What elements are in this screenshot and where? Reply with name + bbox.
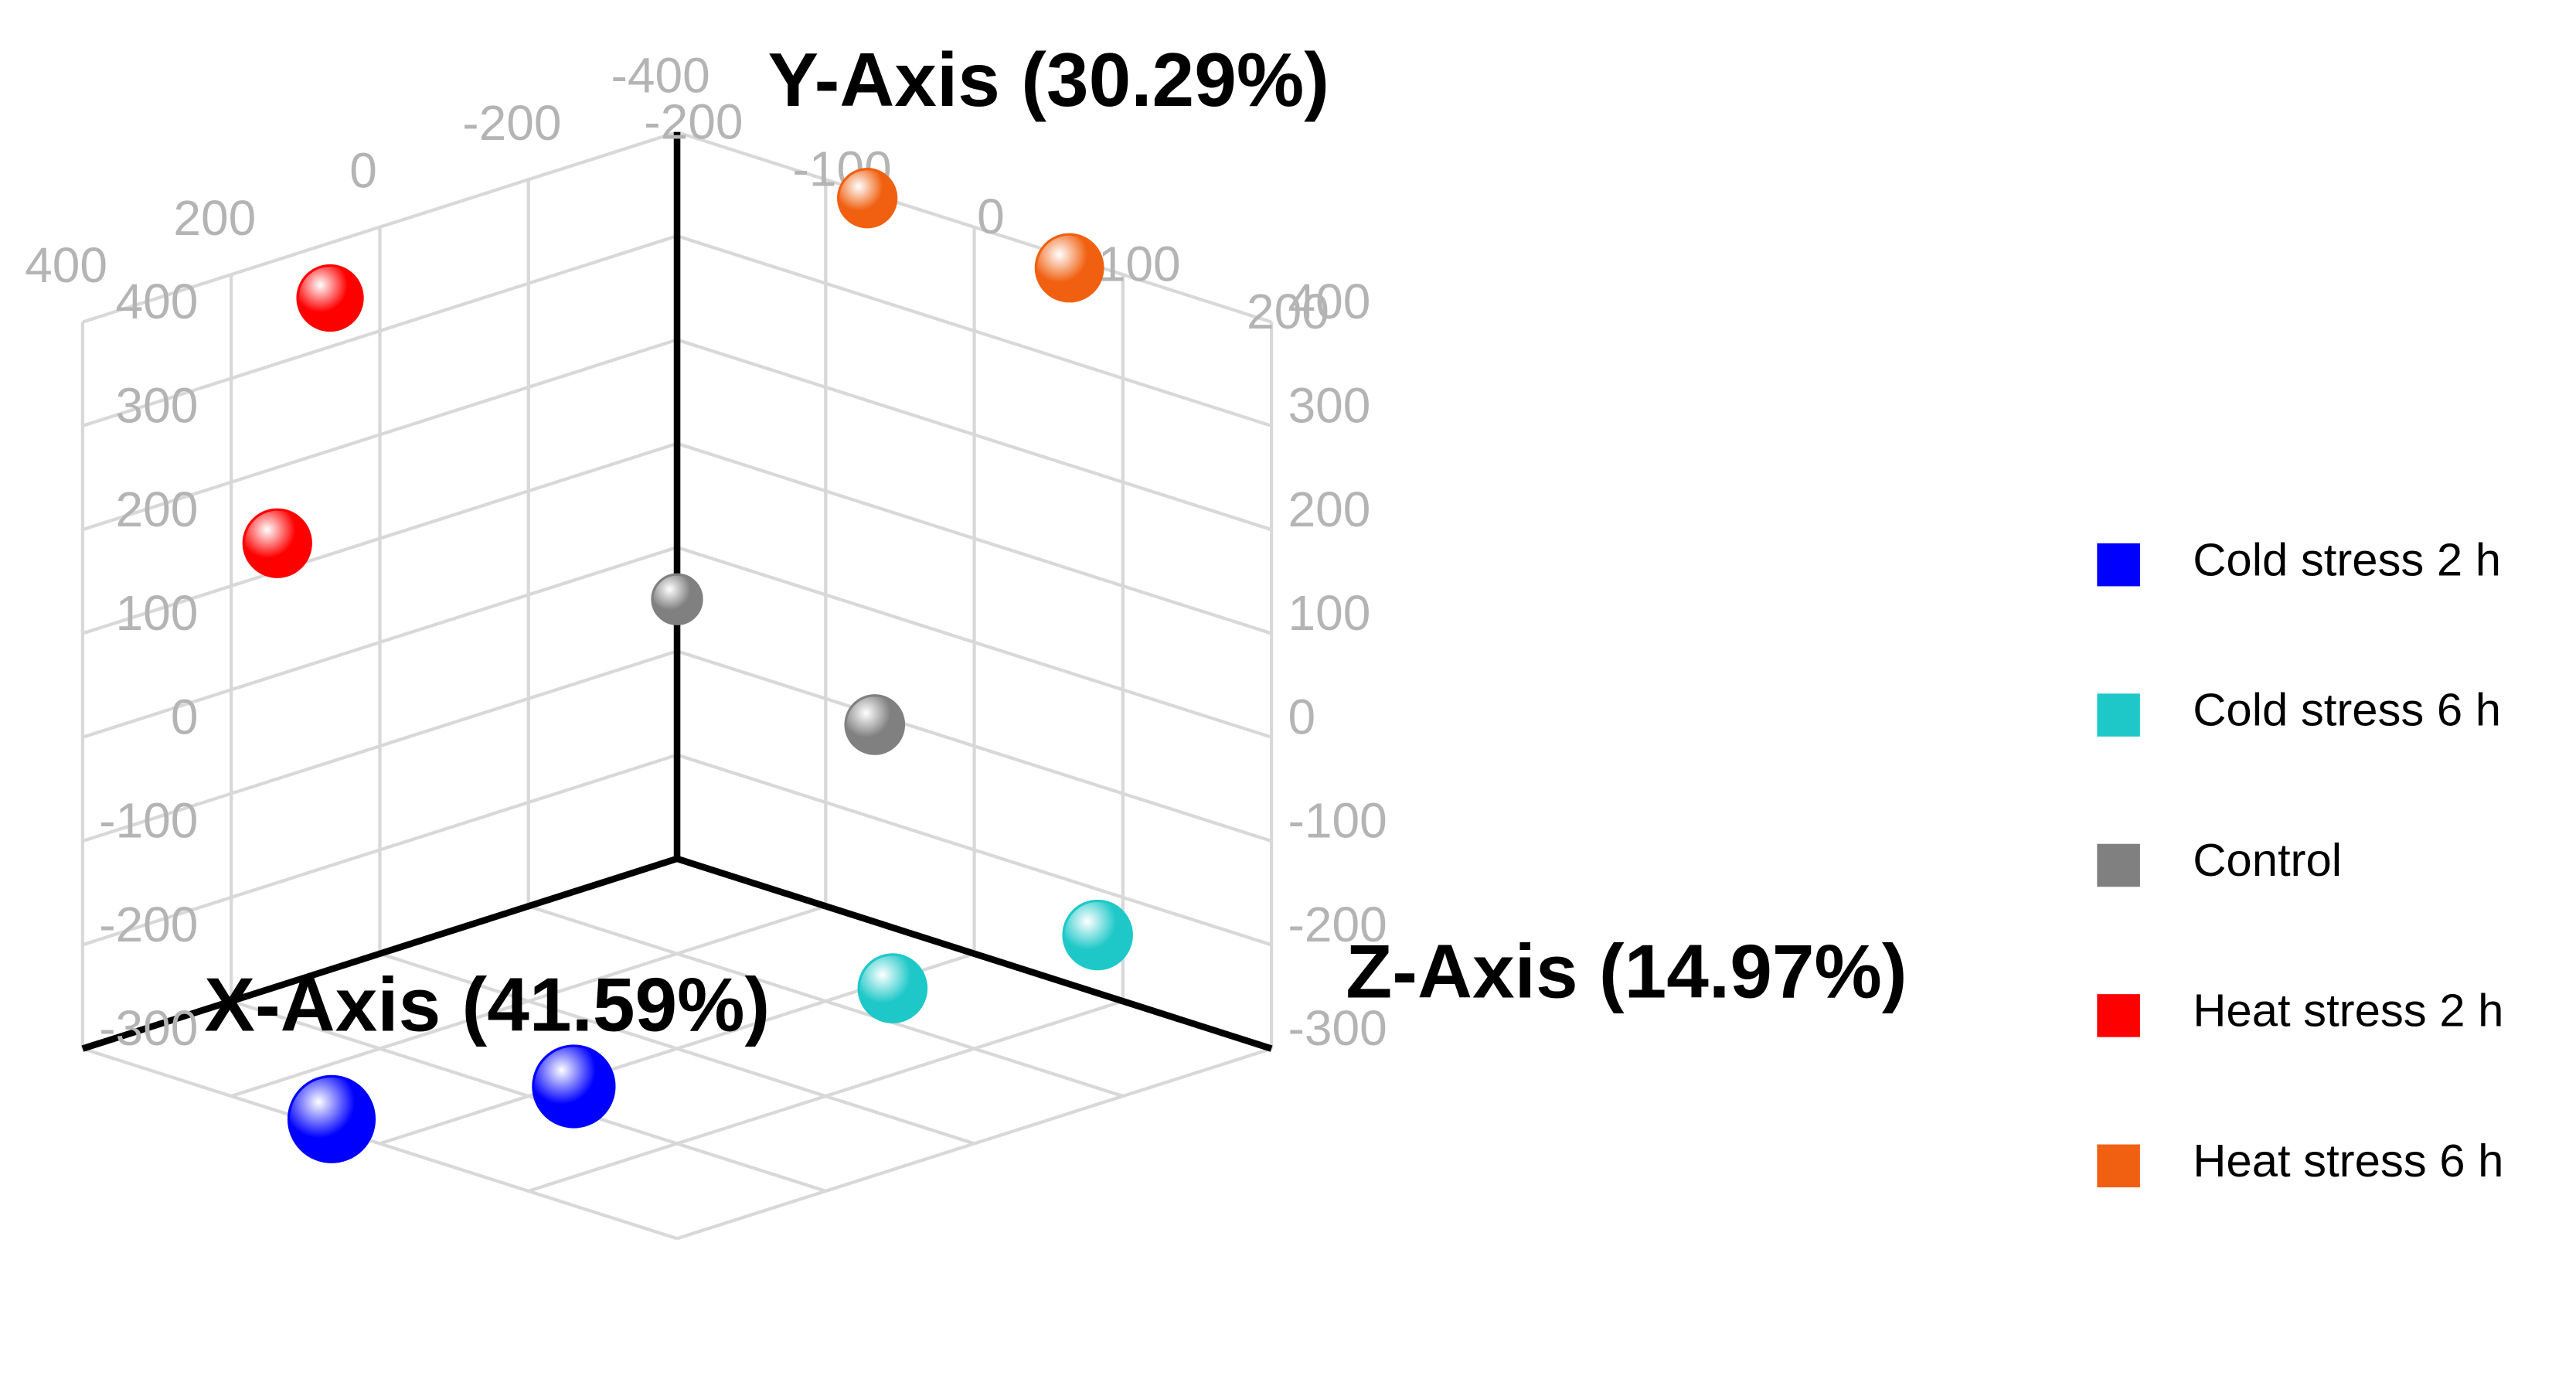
- y-tick-label: 200: [1288, 482, 1371, 537]
- point: [651, 573, 703, 625]
- grid-line: [82, 546, 678, 739]
- legend-label: Cold stress 2 h: [2193, 533, 2501, 585]
- grid-line: [676, 1047, 1272, 1241]
- point: [857, 953, 928, 1023]
- y-tick-label: 300: [1288, 377, 1371, 433]
- point: [1034, 233, 1104, 303]
- y-axis-title: Y-Axis (30.29%): [768, 37, 1329, 122]
- y-tick-label: 0: [171, 689, 199, 744]
- z-tick-label: 0: [977, 189, 1005, 244]
- z-tick-label: 100: [1098, 237, 1181, 292]
- x-axis-line: [81, 855, 679, 1052]
- grid-line: [82, 649, 678, 843]
- y-tick-label: -100: [1288, 793, 1387, 849]
- legend-label: Control: [2193, 834, 2342, 886]
- y-tick-label: 100: [1288, 585, 1371, 641]
- legend-swatch: [2097, 843, 2140, 887]
- y-tick-label: -100: [99, 793, 198, 849]
- grid-line: [82, 130, 678, 324]
- z-axis-line: [675, 855, 1273, 1052]
- grid-line: [676, 338, 1272, 532]
- legend-swatch: [2097, 543, 2140, 587]
- grid-line: [676, 130, 1272, 324]
- point: [242, 508, 312, 578]
- x-tick-label: 200: [173, 190, 256, 246]
- grid-line: [528, 999, 1124, 1193]
- grid-line: [82, 753, 678, 947]
- grid-line: [82, 234, 678, 427]
- point: [837, 168, 898, 229]
- y-tick-label: -200: [1288, 897, 1387, 952]
- x-tick-label: -200: [462, 95, 561, 151]
- legend-swatch: [2097, 994, 2140, 1037]
- legend-swatch: [2097, 693, 2140, 737]
- y-tick-label: 100: [116, 585, 199, 641]
- grid-line: [82, 441, 678, 635]
- x-tick-label: 0: [349, 142, 377, 198]
- y-tick-label: 400: [1288, 274, 1371, 329]
- point: [296, 264, 364, 332]
- y-tick-label: 300: [116, 377, 199, 433]
- point: [844, 694, 906, 755]
- grid-line: [676, 234, 1272, 427]
- point: [532, 1044, 616, 1129]
- y-tick-label: -300: [99, 1000, 198, 1056]
- z-tick-label: 200: [1247, 284, 1329, 339]
- grid-line: [230, 904, 826, 1098]
- legend-label: Heat stress 2 h: [2193, 985, 2503, 1037]
- grid-line: [676, 649, 1272, 843]
- grid-line: [676, 753, 1272, 947]
- legend-label: Cold stress 6 h: [2193, 684, 2501, 736]
- x-tick-label: -400: [611, 47, 710, 103]
- y-tick-label: 400: [116, 274, 199, 329]
- z-axis-title: Z-Axis (14.97%): [1346, 929, 1907, 1014]
- legend-label: Heat stress 6 h: [2193, 1135, 2503, 1187]
- point: [1062, 899, 1133, 971]
- grid-line: [676, 441, 1272, 635]
- legend-swatch: [2097, 1144, 2140, 1188]
- y-tick-label: 200: [116, 482, 199, 537]
- grid-line: [676, 546, 1272, 739]
- y-tick-label: -200: [99, 897, 198, 952]
- y-tick-label: -300: [1288, 1000, 1387, 1056]
- grid-line: [82, 338, 678, 532]
- x-tick-label: 400: [25, 237, 107, 293]
- point: [287, 1074, 376, 1163]
- y-tick-label: 0: [1288, 689, 1316, 744]
- x-axis-title: X-Axis (41.59%): [204, 962, 770, 1047]
- z-tick-label: -200: [644, 94, 743, 149]
